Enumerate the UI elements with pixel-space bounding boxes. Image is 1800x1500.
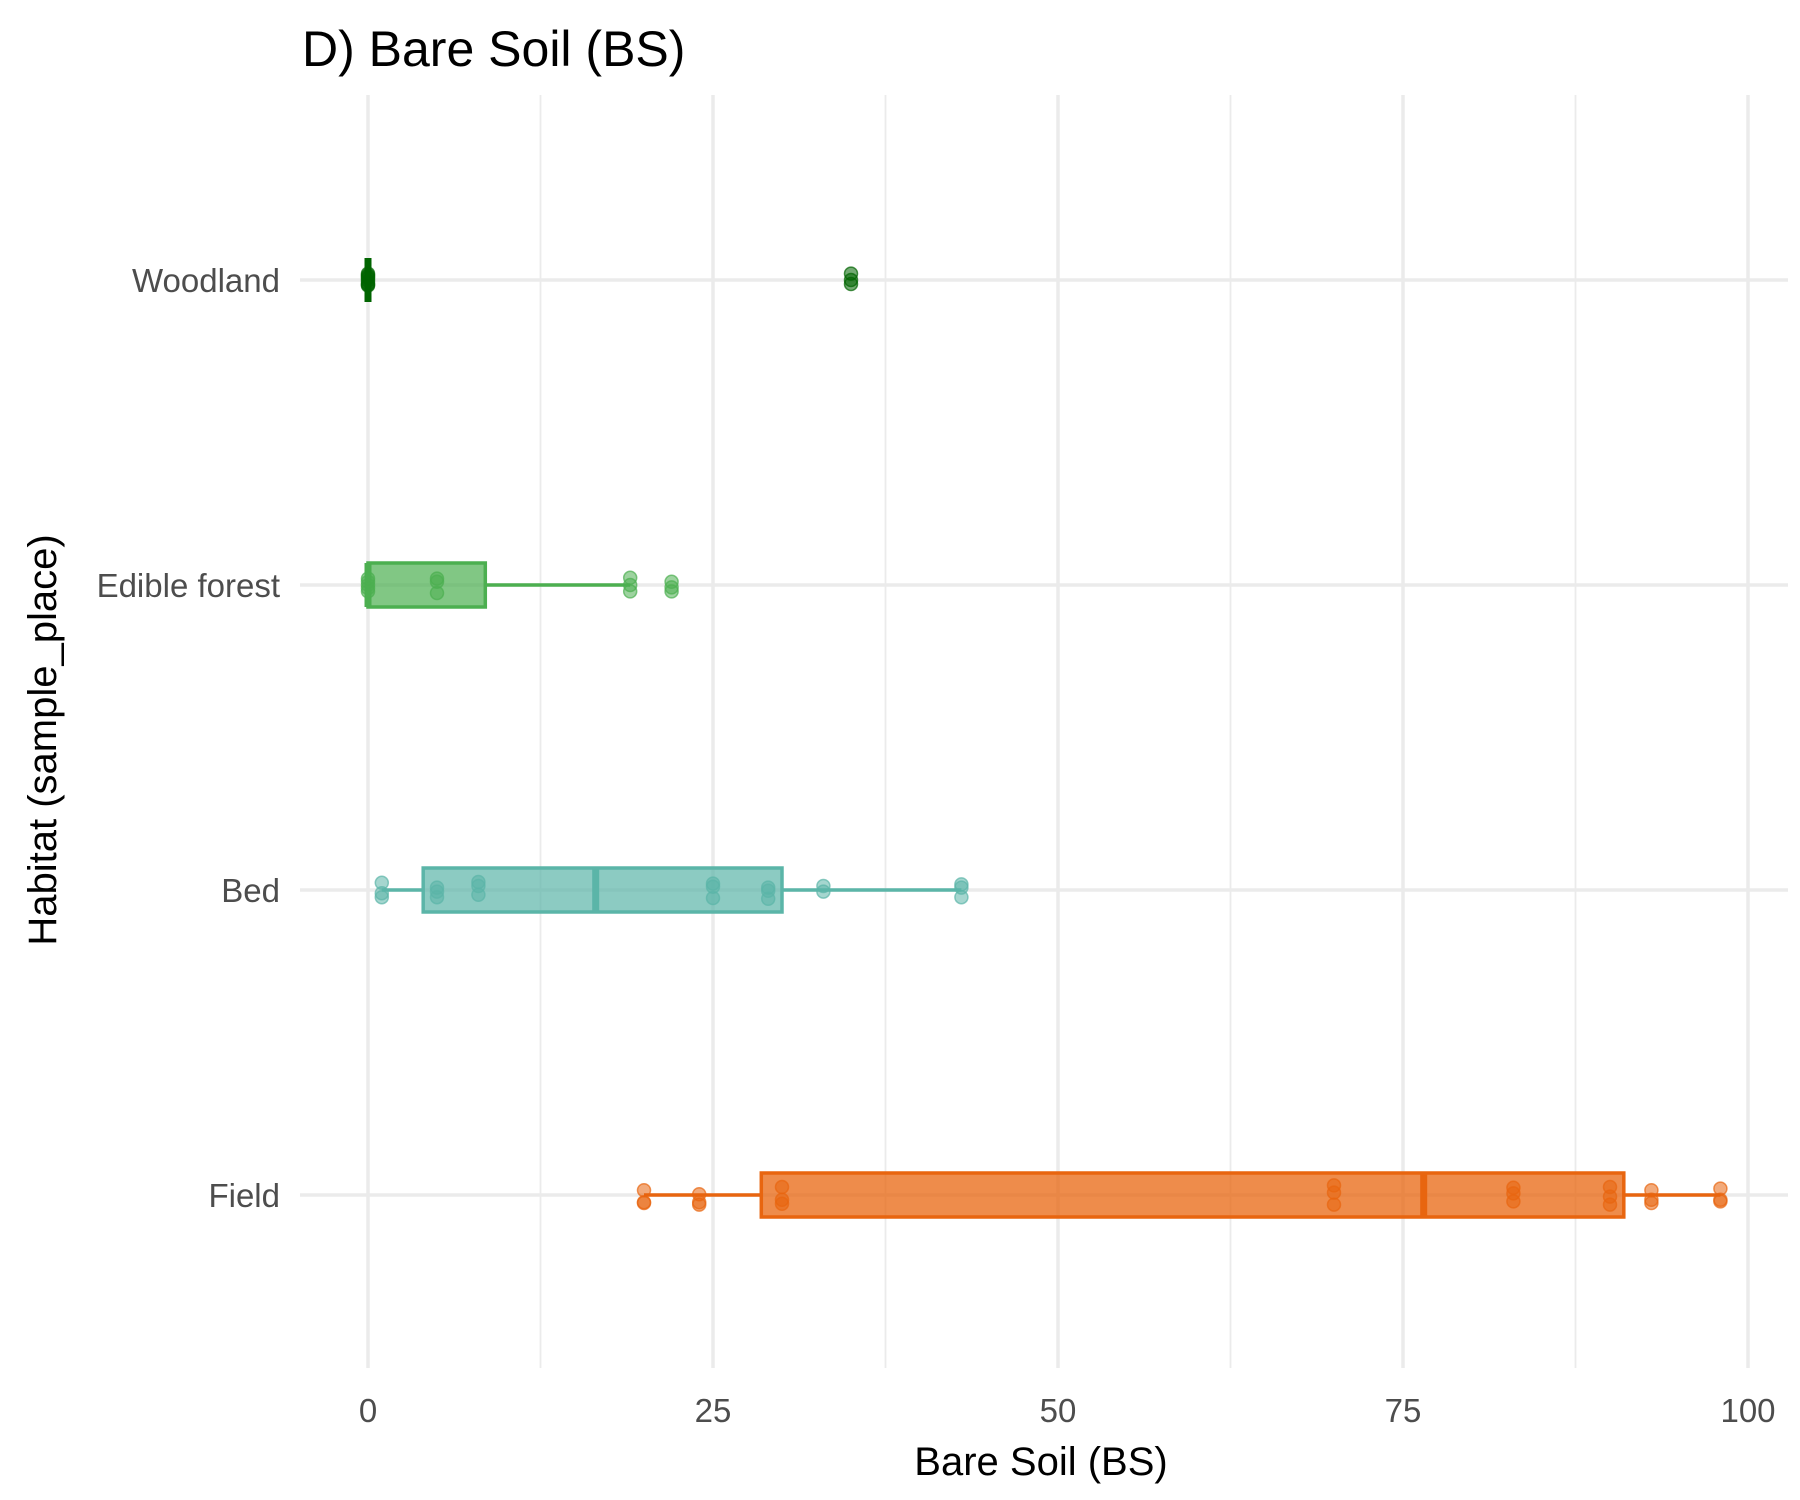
jitter-points xyxy=(360,266,1728,1212)
box-iqr xyxy=(759,1171,1626,1219)
y-tick-label: Woodland xyxy=(132,262,280,299)
data-point xyxy=(664,584,679,599)
data-point xyxy=(1326,1185,1342,1200)
box-iqr xyxy=(421,866,784,914)
data-point xyxy=(622,584,638,599)
x-axis-tick-labels: 0 25 50 75 100 xyxy=(359,1392,1776,1429)
x-tick-label: 0 xyxy=(359,1392,377,1429)
points-field xyxy=(636,1178,1728,1212)
x-tick-label: 75 xyxy=(1385,1392,1422,1429)
boxplot-bed xyxy=(381,866,962,914)
data-point xyxy=(1602,1197,1618,1212)
data-point xyxy=(691,1197,707,1212)
points-woodland xyxy=(360,266,859,293)
data-point xyxy=(471,887,486,903)
box-series xyxy=(364,258,1721,1219)
y-tick-label: Bed xyxy=(221,872,280,909)
points-bed xyxy=(374,874,969,907)
data-point xyxy=(843,276,859,292)
data-point xyxy=(429,889,445,905)
points-edible-forest xyxy=(360,570,679,601)
box-iqr xyxy=(366,561,488,609)
data-point xyxy=(705,890,721,906)
data-point xyxy=(360,584,376,599)
y-axis-tick-labels: Woodland Edible forest Bed Field xyxy=(97,262,280,1214)
x-tick-label: 50 xyxy=(1040,1392,1077,1429)
data-point xyxy=(760,891,776,907)
data-point xyxy=(360,277,376,293)
data-point xyxy=(1713,1194,1728,1209)
data-point xyxy=(636,1182,652,1198)
x-axis-title: Bare Soil (BS) xyxy=(914,1440,1167,1484)
x-tick-label: 100 xyxy=(1720,1392,1775,1429)
y-tick-label: Field xyxy=(208,1177,280,1214)
data-point xyxy=(774,1196,790,1212)
data-point xyxy=(374,889,390,905)
data-point xyxy=(954,889,969,905)
data-point xyxy=(1644,1195,1659,1211)
x-tick-label: 25 xyxy=(695,1392,732,1429)
data-point xyxy=(429,585,445,601)
data-point xyxy=(816,884,831,899)
data-point xyxy=(1506,1194,1521,1209)
boxplot-edible-forest xyxy=(364,561,631,609)
y-tick-label: Edible forest xyxy=(97,567,280,604)
y-axis-title: Habitat (sample_place) xyxy=(21,534,65,945)
data-point xyxy=(1326,1197,1342,1212)
data-point xyxy=(636,1195,652,1211)
boxplot-field xyxy=(644,1171,1721,1219)
data-point xyxy=(774,1179,790,1195)
chart-title: D) Bare Soil (BS) xyxy=(302,21,685,77)
